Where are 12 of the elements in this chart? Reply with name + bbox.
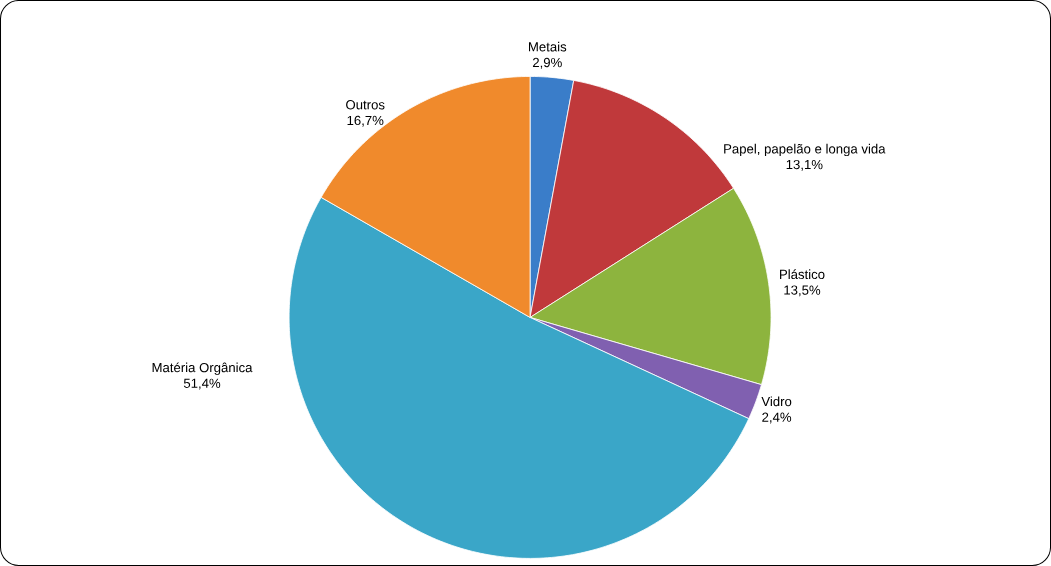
data-label: 13,1%: [786, 159, 823, 171]
data-label: 2,9%: [532, 57, 562, 69]
data-label: 13,5%: [784, 285, 821, 297]
slice-label: Matéria Orgânica: [152, 362, 253, 375]
data-label: 16,7%: [347, 115, 384, 127]
slice-label: Vidro: [761, 396, 792, 407]
slice-label: Metais: [528, 41, 567, 52]
data-label: 2,4%: [762, 412, 792, 424]
slice-label: Papel, papelão e longa vida: [724, 143, 886, 157]
slice-label: Outros: [346, 100, 385, 110]
data-label: 51,4%: [183, 378, 221, 390]
slice-label: Plástico: [780, 269, 825, 280]
